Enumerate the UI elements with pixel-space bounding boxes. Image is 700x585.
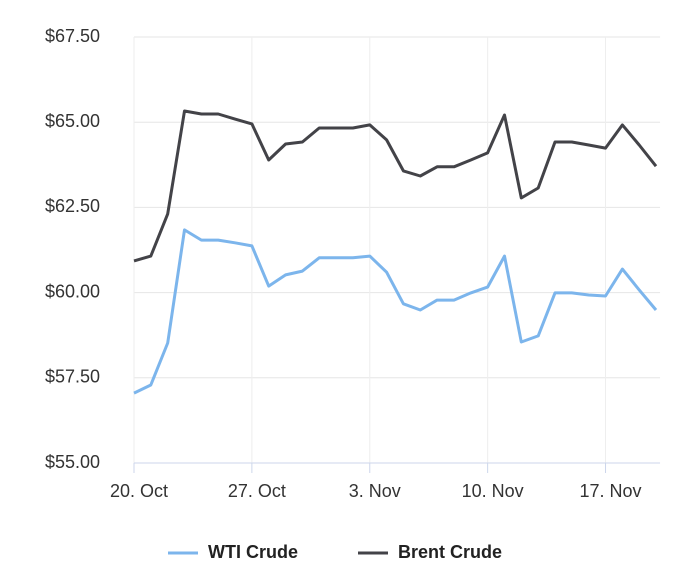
y-tick-label: $60.00 <box>45 281 100 301</box>
x-tick-label: 3. Nov <box>349 481 401 501</box>
x-tick-label: 10. Nov <box>462 481 524 501</box>
y-tick-label: $65.00 <box>45 111 100 131</box>
line-series <box>133 228 658 395</box>
line-series <box>133 109 658 263</box>
y-tick-label: $62.50 <box>45 196 100 216</box>
y-tick-label: $67.50 <box>45 26 100 46</box>
y-tick-label: $55.00 <box>45 452 100 472</box>
legend-label: WTI Crude <box>208 542 298 562</box>
legend-label: Brent Crude <box>398 542 502 562</box>
x-tick-label: 20. Oct <box>110 481 168 501</box>
y-tick-label: $57.50 <box>45 367 100 387</box>
x-tick-label: 17. Nov <box>579 481 641 501</box>
x-tick-label: 27. Oct <box>228 481 286 501</box>
